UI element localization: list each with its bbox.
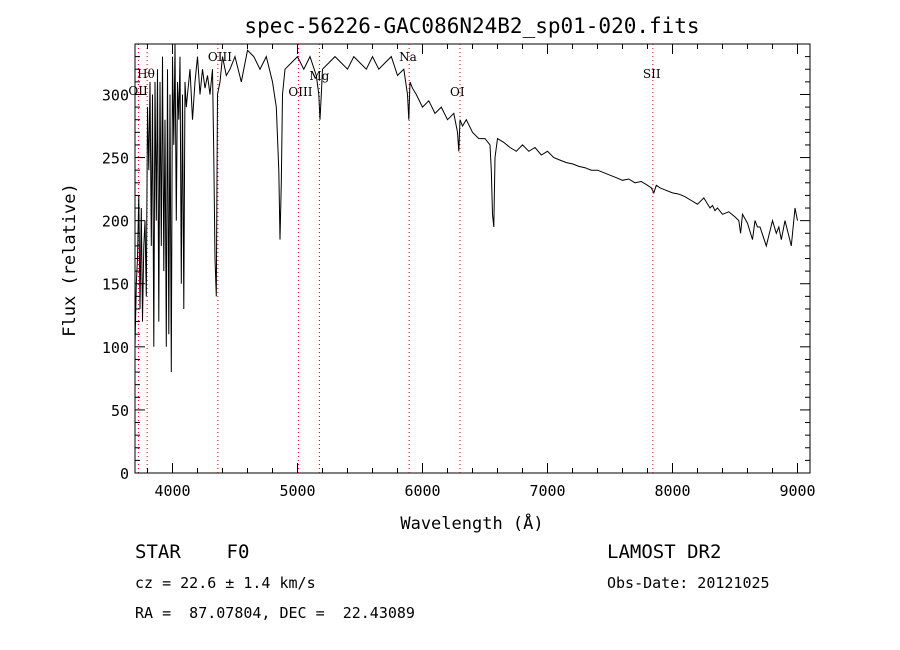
- tick-labels: 4000 5000 6000 7000 8000 9000 0 50 100 150 200 250 3…: [102, 86, 816, 500]
- coordinates: RA = 87.07804, DEC = 22.43089: [135, 604, 415, 622]
- y-tick-label: 200: [102, 213, 129, 231]
- x-tick-label: 9000: [779, 482, 815, 500]
- y-tick-label: 0: [120, 465, 129, 483]
- line-markers: [137, 44, 654, 473]
- x-tick-label: 4000: [154, 482, 190, 500]
- x-tick-label: 7000: [529, 482, 565, 500]
- y-tick-label: 300: [102, 86, 129, 104]
- axis-ticks: [135, 43, 810, 474]
- y-tick-label: 250: [102, 150, 129, 168]
- y-tick-label: 100: [102, 339, 129, 357]
- x-axis-label: Wavelength (Å): [400, 512, 543, 534]
- x-tick-label: 6000: [404, 482, 440, 500]
- plot-frame: [134, 43, 811, 474]
- line-marker-label: OII: [128, 84, 148, 98]
- line-marker-label: Mg: [309, 69, 329, 83]
- line-marker-label: OIII: [288, 85, 312, 99]
- line-marker-labels: Hθ OII OIII OIII Mg Na OI SII: [128, 50, 660, 99]
- redshift-velocity: cz = 22.6 ± 1.4 km/s: [135, 574, 316, 592]
- x-tick-label: 5000: [279, 482, 315, 500]
- observation-date: Obs-Date: 20121025: [607, 574, 770, 592]
- y-tick-label: 50: [111, 402, 129, 420]
- y-axis-label: Flux (relative): [60, 183, 80, 337]
- line-marker-label: Hθ: [137, 67, 155, 81]
- x-tick-label: 8000: [654, 482, 690, 500]
- line-marker-label: OI: [450, 85, 465, 99]
- plot-area-border: [134, 43, 811, 474]
- object-class: STAR F0: [135, 541, 250, 563]
- spectrum-line: [134, 43, 798, 373]
- line-marker-label: SII: [643, 67, 661, 81]
- spectrum-series: [134, 43, 798, 373]
- y-tick-label: 150: [102, 276, 129, 294]
- survey-name: LAMOST DR2: [607, 541, 722, 563]
- line-marker-label: Na: [399, 50, 417, 64]
- line-marker-label: OIII: [208, 50, 232, 64]
- chart-title: spec-56226-GAC086N24B2_sp01-020.fits: [244, 14, 699, 38]
